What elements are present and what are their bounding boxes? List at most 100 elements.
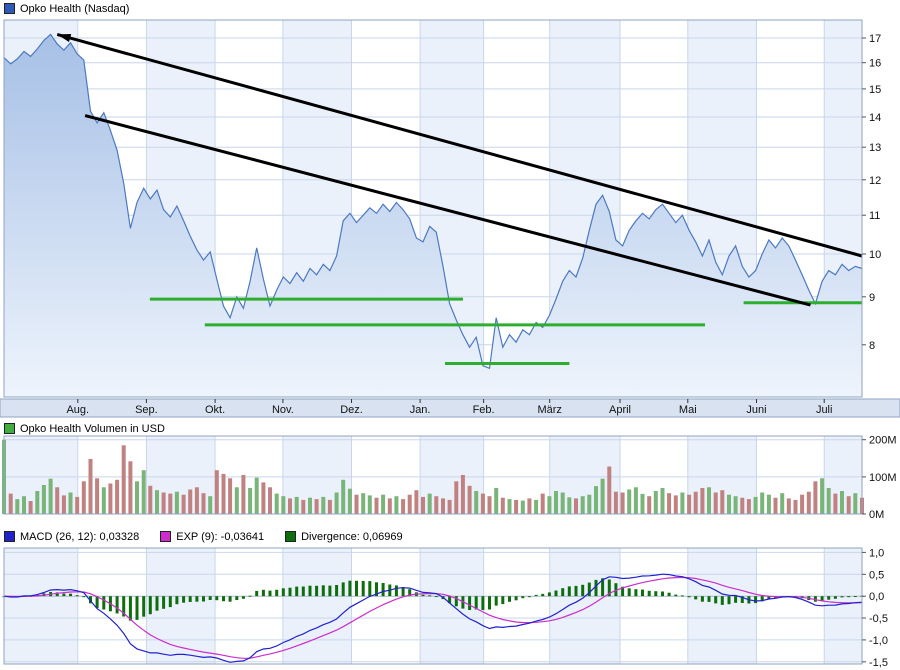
volume-bar <box>793 499 798 514</box>
axis-label: 8 <box>869 340 875 352</box>
divergence-bar <box>155 596 159 611</box>
volume-bar <box>534 499 539 514</box>
divergence-bar <box>241 596 245 599</box>
divergence-bar <box>182 596 186 603</box>
volume-bar <box>28 501 33 514</box>
divergence-bar <box>627 588 631 597</box>
volume-bar <box>367 495 372 514</box>
volume-bar <box>108 483 113 514</box>
divergence-bar <box>641 589 644 597</box>
divergence-bar <box>634 589 638 597</box>
axis-label: Sep. <box>135 404 158 416</box>
divergence-bar <box>301 586 305 597</box>
divergence-bar <box>727 596 731 605</box>
divergence-bar <box>135 596 139 620</box>
divergence-bar <box>614 583 618 597</box>
price-panel[interactable] <box>3 32 863 398</box>
exp-legend-group: EXP (9): -0,03641 <box>160 531 264 543</box>
price-legend-label: Opko Health (Nasdaq) <box>20 2 130 15</box>
divergence-bar <box>148 596 152 615</box>
volume-bar <box>673 495 678 514</box>
volume-bar <box>268 487 272 514</box>
price-line <box>3 33 863 370</box>
divergence-bar <box>228 596 232 602</box>
volume-bar <box>780 493 785 514</box>
volume-bar <box>168 493 173 514</box>
volume-bar <box>8 493 13 514</box>
divergence-bar <box>647 590 651 597</box>
volume-bar <box>188 489 193 514</box>
divergence-bar <box>341 582 345 597</box>
volume-bar <box>846 496 851 514</box>
divergence-bar <box>248 595 252 597</box>
volume-bar <box>587 494 592 514</box>
divergence-bar <box>488 596 491 610</box>
volume-bar <box>81 481 86 514</box>
divergence-bar <box>89 596 92 604</box>
volume-bar <box>660 488 665 514</box>
divergence-bar <box>813 596 817 602</box>
volume-bar <box>467 485 472 514</box>
divergence-legend-label: Divergence: 0,06969 <box>301 530 403 543</box>
divergence-bar <box>674 594 678 597</box>
divergence-bar <box>687 596 691 598</box>
divergence-bar <box>481 596 485 610</box>
axis-label: 10 <box>869 249 881 261</box>
divergence-bar <box>428 595 432 597</box>
divergence-series-swatch-icon <box>285 531 297 542</box>
divergence-bar <box>547 592 551 597</box>
divergence-bar <box>574 585 578 597</box>
month-axis-band <box>0 398 900 418</box>
volume-bar <box>334 492 339 514</box>
divergence-bar <box>162 596 166 609</box>
volume-bar <box>88 459 93 514</box>
volume-bar <box>773 497 778 514</box>
volume-bar <box>480 493 485 514</box>
volume-bar <box>228 478 233 514</box>
volume-bar <box>281 496 286 514</box>
divergence-bar <box>700 596 704 602</box>
volume-bar <box>720 490 725 514</box>
divergence-bar <box>368 581 372 597</box>
axis-label: 200M <box>869 435 897 447</box>
volume-legend: Opko Health Volumen in USD <box>4 422 165 435</box>
volume-bar <box>460 475 465 514</box>
trendline <box>84 114 811 307</box>
macd-legend-group: MACD (26, 12): 0,03328 <box>4 531 139 543</box>
divergence-bar <box>767 596 771 599</box>
divergence-bar <box>833 596 837 599</box>
trendline <box>56 32 863 258</box>
volume-bar <box>347 488 352 514</box>
volume-bar <box>607 466 612 514</box>
axis-label: Aug. <box>66 404 89 416</box>
axis-label: 12 <box>869 175 881 187</box>
volume-bar <box>740 497 745 514</box>
divergence-bar <box>581 584 585 597</box>
volume-panel[interactable] <box>2 439 864 514</box>
volume-bar <box>341 479 346 514</box>
volume-bar <box>234 487 239 514</box>
volume-bar <box>620 492 625 514</box>
volume-bar <box>454 481 459 514</box>
divergence-bar <box>621 586 625 597</box>
divergence-bar <box>461 596 465 609</box>
macd-panel[interactable] <box>2 573 864 663</box>
divergence-bar <box>208 596 212 600</box>
macd-line <box>3 573 863 663</box>
volume-bar <box>308 497 312 514</box>
axis-label: Feb. <box>473 404 495 416</box>
divergence-bar <box>401 587 405 597</box>
volume-bar <box>441 498 445 514</box>
volume-bar <box>241 475 246 514</box>
volume-bar <box>35 491 40 514</box>
volume-bar <box>387 498 392 514</box>
volume-bar <box>381 494 386 514</box>
volume-bar <box>194 487 199 514</box>
divergence-bar <box>381 583 385 597</box>
volume-bar <box>374 497 379 514</box>
divergence-bar <box>514 596 518 601</box>
axis-label: Jan. <box>410 404 431 416</box>
volume-bar <box>407 494 412 514</box>
volume-bar <box>627 489 632 514</box>
